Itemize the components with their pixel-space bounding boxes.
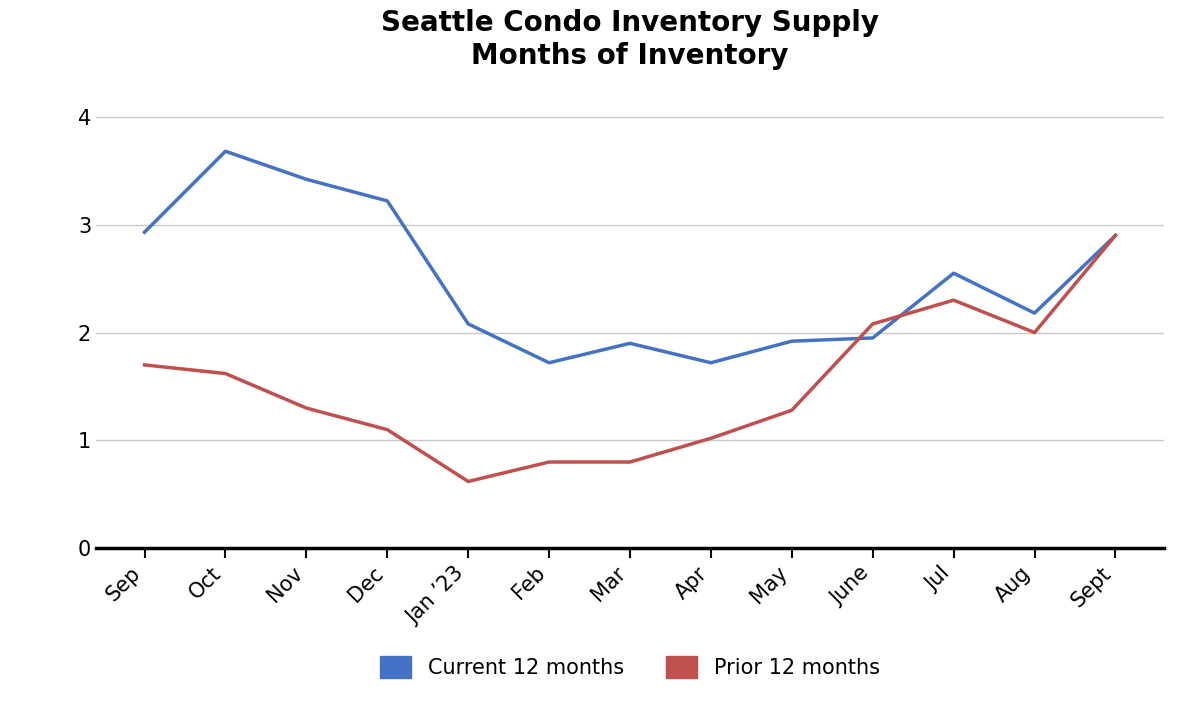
- Prior 12 months: [380, 425, 395, 434]
- Prior 12 months: [703, 434, 718, 442]
- Prior 12 months: [1027, 328, 1042, 337]
- Current 12 months: [947, 269, 961, 278]
- Current 12 months: [218, 147, 233, 155]
- Current 12 months: [703, 359, 718, 367]
- Current 12 months: [461, 320, 475, 328]
- Current 12 months: [380, 197, 395, 205]
- Line: Current 12 months: Current 12 months: [144, 151, 1116, 363]
- Current 12 months: [137, 228, 151, 236]
- Prior 12 months: [542, 458, 557, 466]
- Prior 12 months: [299, 404, 313, 412]
- Title: Seattle Condo Inventory Supply
Months of Inventory: Seattle Condo Inventory Supply Months of…: [382, 9, 878, 70]
- Current 12 months: [1109, 231, 1123, 240]
- Prior 12 months: [865, 320, 880, 328]
- Prior 12 months: [785, 406, 799, 415]
- Prior 12 months: [137, 361, 151, 369]
- Prior 12 months: [1109, 231, 1123, 240]
- Prior 12 months: [218, 369, 233, 378]
- Current 12 months: [542, 359, 557, 367]
- Line: Prior 12 months: Prior 12 months: [144, 236, 1116, 482]
- Legend: Current 12 months, Prior 12 months: Current 12 months, Prior 12 months: [372, 648, 888, 686]
- Prior 12 months: [947, 296, 961, 304]
- Current 12 months: [785, 337, 799, 345]
- Current 12 months: [865, 334, 880, 342]
- Current 12 months: [623, 339, 637, 347]
- Prior 12 months: [623, 458, 637, 466]
- Current 12 months: [299, 175, 313, 183]
- Prior 12 months: [461, 477, 475, 486]
- Current 12 months: [1027, 309, 1042, 317]
